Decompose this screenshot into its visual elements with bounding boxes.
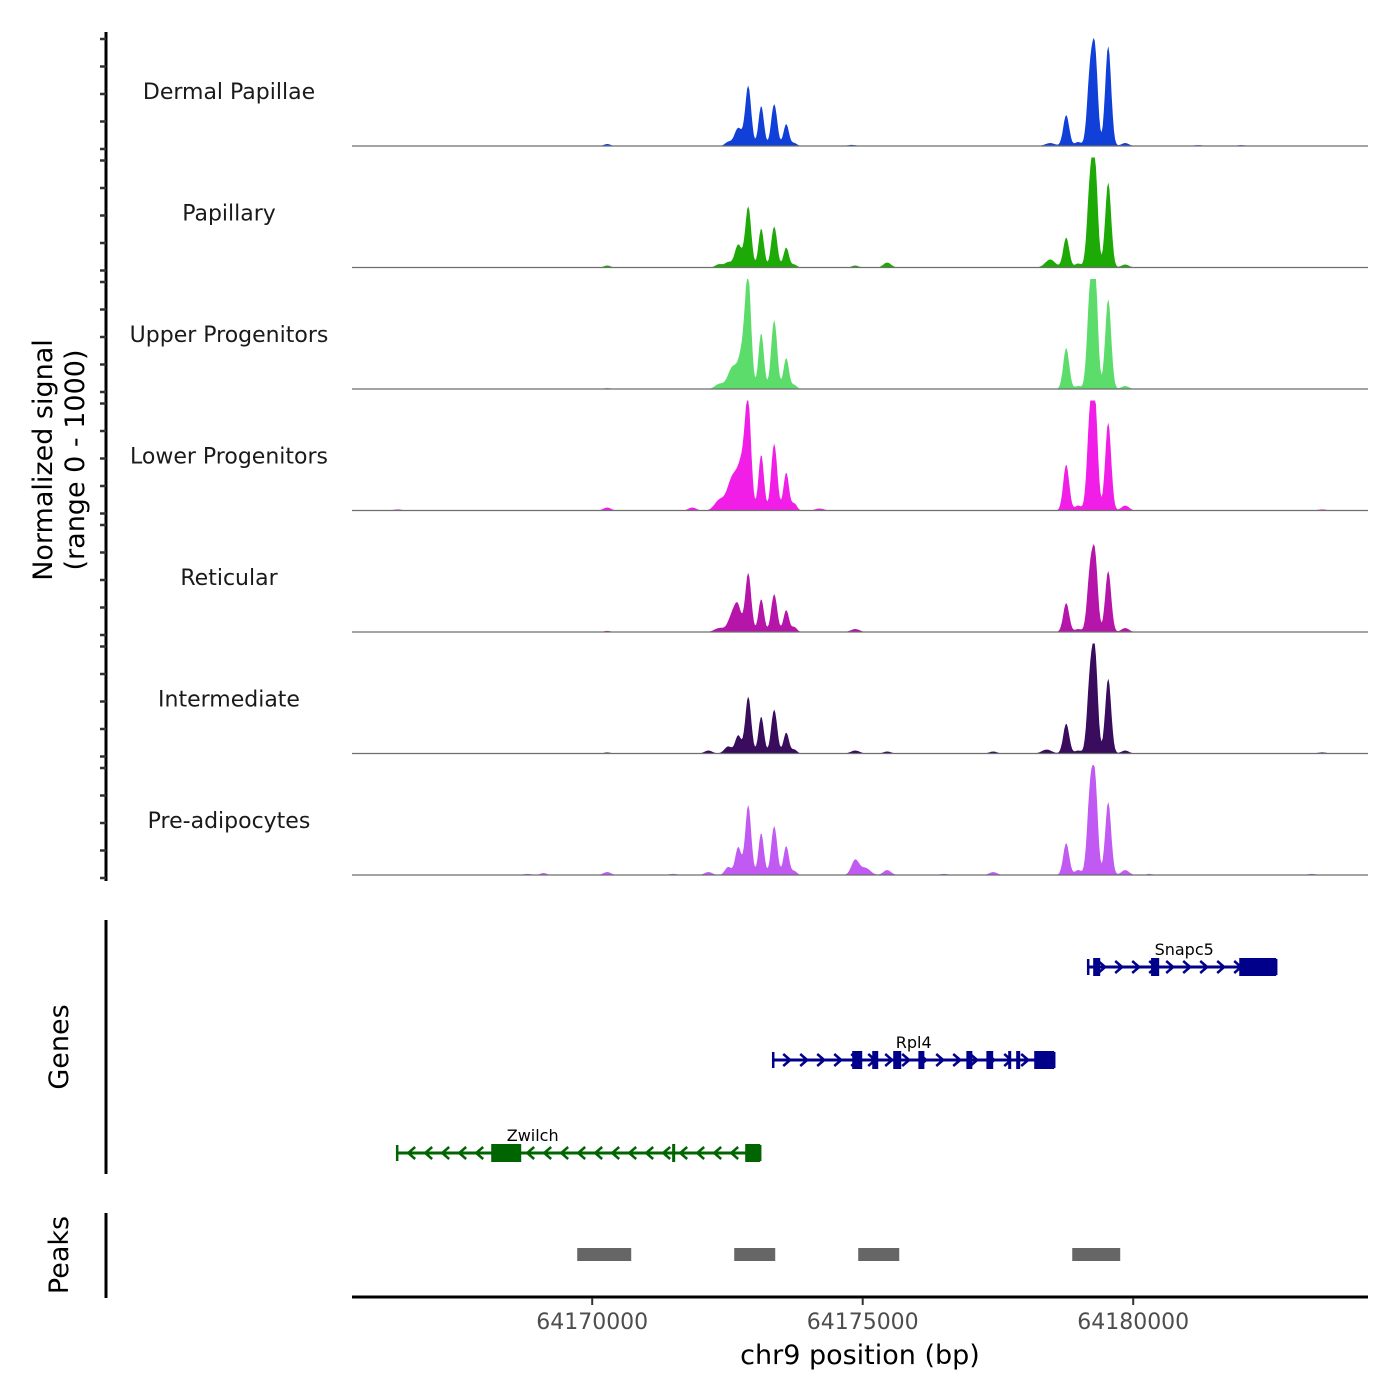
strand-arrow-icon [1114,960,1125,974]
gene-exon [1016,1051,1021,1069]
strand-arrow-icon [576,1146,586,1160]
gene-snapc5: Snapc5 [1086,940,1278,976]
genes-track-label: Genes [44,1004,75,1089]
strand-arrow-icon [559,1146,569,1160]
strand-arrow-icon [610,1146,620,1160]
coverage-track: Upper Progenitors [130,279,1368,390]
strand-arrow-icon [1003,1053,1014,1067]
strand-arrow-icon [1097,960,1108,974]
gene-label: Snapc5 [1155,940,1214,959]
gene-exon [918,1051,925,1069]
x-axis-ticks: 64170000 64175000 64180000 [536,1298,1189,1335]
x-tick-label: 64175000 [807,1310,919,1335]
strand-arrow-icon [952,1053,963,1067]
strand-arrow-icon [1216,960,1227,974]
strand-arrow-icon [542,1146,552,1160]
strand-arrow-icon [884,1053,895,1067]
strand-arrow-icon [423,1146,433,1160]
strand-arrow-icon [593,1146,603,1160]
strand-arrow-icon [1182,960,1193,974]
gene-exon [872,1051,879,1069]
gene-exon [852,1051,863,1069]
y-axis-title: Normalized signal (range 0 - 1000) [28,339,91,581]
coverage-track: Dermal Papillae [143,37,1368,147]
strand-arrow-icon [969,1053,980,1067]
strand-arrow-icon [1020,1053,1031,1067]
track-label: Papillary [182,202,276,227]
strand-arrow-icon [440,1146,450,1160]
peak-region [1072,1248,1121,1261]
y-axis-title-line1: Normalized signal [28,339,59,581]
gene-exon [491,1144,522,1162]
x-tick-label: 64170000 [536,1310,648,1335]
gene-exon [1151,958,1160,976]
track-label: Pre-adipocytes [148,809,311,834]
gene-exon [986,1051,994,1069]
gene-exon [966,1051,973,1069]
x-axis-title: chr9 position (bp) [740,1340,980,1371]
genes-track: Snapc5 Rpl4 Zwilch [395,940,1278,1162]
strand-arrow-icon [833,1053,844,1067]
gene-exon [893,1051,902,1069]
gene-exon [1093,958,1101,976]
strand-arrow-icon [474,1146,484,1160]
y-axis-title-line2: (range 0 - 1000) [60,350,91,571]
strand-arrow-icon [457,1146,467,1160]
peak-region [734,1248,776,1261]
strand-arrow-icon [901,1053,912,1067]
strand-arrow-icon [799,1053,810,1067]
strand-arrow-icon [644,1146,654,1160]
gene-zwilch: Zwilch [395,1126,762,1162]
strand-arrow-icon [935,1053,946,1067]
track-label: Dermal Papillae [143,80,315,105]
coverage-y-ticks [100,37,106,880]
peaks-track-label: Peaks [44,1216,75,1294]
track-label: Reticular [180,566,278,591]
track-label: Upper Progenitors [130,323,329,348]
gene-exon [1239,958,1277,976]
strand-arrow-icon [712,1146,722,1160]
gene-label: Rpl4 [896,1033,932,1052]
gene-label: Zwilch [507,1126,559,1145]
peak-region [858,1248,900,1261]
coverage-tracks: Dermal Papillae Papillary Upper Progenitor… [130,37,1368,876]
gene-exon [1034,1051,1055,1069]
gene-exon [745,1144,761,1162]
strand-arrow-icon [1199,960,1210,974]
strand-arrow-icon [406,1146,416,1160]
gene-rpl4: Rpl4 [771,1033,1056,1069]
coverage-track: Papillary [182,157,1368,269]
peak-region [577,1248,632,1261]
strand-arrow-icon [782,1053,793,1067]
strand-arrow-icon [627,1146,637,1160]
strand-arrow-icon [678,1146,688,1160]
gene-exon [672,1144,676,1162]
strand-arrow-icon [695,1146,705,1160]
strand-arrow-icon [816,1053,827,1067]
gene-exon [1008,1051,1012,1069]
strand-arrow-icon [525,1146,535,1160]
strand-arrow-icon [1131,960,1142,974]
coverage-track: Lower Progenitors [130,400,1368,512]
strand-arrow-icon [661,1146,671,1160]
x-tick-label: 64180000 [1077,1310,1189,1335]
strand-arrow-icon [1165,960,1176,974]
coverage-track: Pre-adipocytes [148,765,1368,876]
coverage-track: Intermediate [158,643,1368,755]
track-label: Intermediate [158,688,300,713]
strand-arrow-icon [729,1146,739,1160]
peaks-track [577,1248,1121,1261]
coverage-track: Reticular [180,544,1368,633]
track-label: Lower Progenitors [130,445,328,470]
